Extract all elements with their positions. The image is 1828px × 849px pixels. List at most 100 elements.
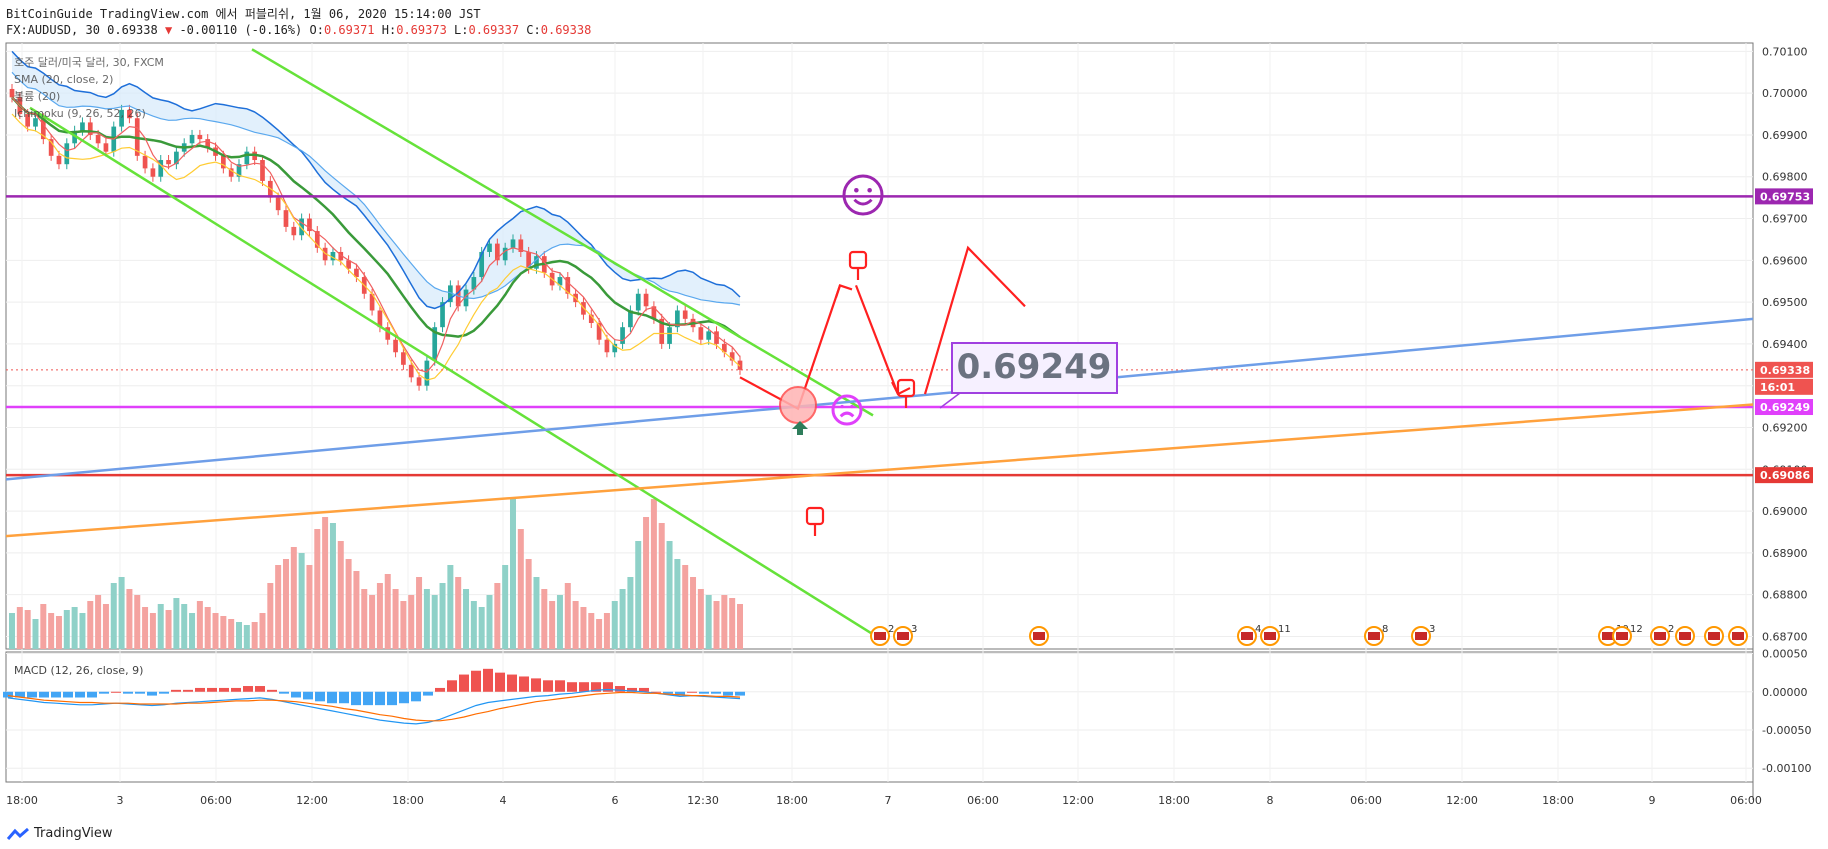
- candle-body: [502, 247, 508, 261]
- candle-body: [9, 88, 15, 98]
- event-count-label: 8: [1382, 624, 1388, 635]
- time-tick-label: 3: [117, 794, 124, 807]
- time-tick-label: 7: [885, 794, 892, 807]
- macd-histogram-bar: [363, 691, 373, 706]
- grid: [6, 43, 1753, 782]
- volume-bar: [24, 610, 31, 649]
- macd-histogram-bar: [603, 682, 613, 692]
- volume-bar: [650, 499, 657, 649]
- volume-bar: [596, 619, 603, 649]
- volume-bar: [658, 523, 665, 649]
- event-badges[interactable]: 234118310122: [870, 624, 1748, 646]
- legend-sma: SMA (20, close, 2): [14, 73, 113, 86]
- time-tick-label: 06:00: [1350, 794, 1382, 807]
- macd-histogram-bar: [195, 687, 205, 692]
- volume-bar: [337, 541, 344, 649]
- time-tick-label: 06:00: [967, 794, 999, 807]
- candle-body: [628, 310, 633, 328]
- price-tick-label: 0.69900: [1762, 129, 1808, 142]
- change: -0.00110 (-0.16%): [179, 23, 303, 37]
- volume-bar: [282, 559, 289, 649]
- macd-histogram-bar: [507, 674, 517, 692]
- macd-histogram-bar: [663, 691, 673, 694]
- event-count-label: 3: [1429, 624, 1435, 635]
- candle-body: [25, 114, 31, 127]
- macd-tick-label: -0.00100: [1762, 762, 1811, 775]
- price-tick-label: 0.69500: [1762, 296, 1808, 309]
- macd-histogram-bar: [279, 691, 289, 694]
- candle-body: [64, 143, 70, 165]
- flag-icon: [1033, 632, 1045, 640]
- volume-bar: [165, 610, 172, 649]
- channel-upper-line: [251, 48, 874, 417]
- volume-bar: [713, 601, 720, 649]
- macd-histogram-bar: [531, 678, 541, 692]
- price-label-box: [1755, 467, 1813, 484]
- frowny-face-icon-eye: [840, 404, 844, 409]
- candle-body: [103, 143, 109, 152]
- close-label: C:: [526, 23, 541, 37]
- volume-bar: [541, 589, 548, 649]
- volume-bar: [243, 625, 250, 649]
- volume-bar: [157, 604, 164, 649]
- flag-icon: [1415, 632, 1427, 640]
- candle-body: [518, 239, 524, 252]
- candle-body: [127, 109, 132, 119]
- volume-bar: [400, 601, 407, 649]
- macd-histogram-bar: [375, 691, 385, 706]
- volume-bar: [181, 604, 188, 649]
- event-count-label: 4: [1255, 624, 1261, 635]
- macd-histogram-bar: [303, 691, 313, 700]
- volume-bar: [314, 529, 321, 649]
- macd-histogram-bar: [723, 691, 733, 696]
- macd-tick-label: 0.00050: [1762, 648, 1808, 661]
- candle-body: [197, 134, 203, 140]
- macd-histogram-bar: [171, 689, 181, 692]
- flag-icon: [1264, 632, 1276, 640]
- fast-line: [11, 96, 741, 373]
- flag-icon: [1241, 632, 1253, 640]
- volume-bars: [9, 499, 743, 649]
- macd-histogram-bar: [231, 687, 241, 692]
- macd-histogram-bar: [39, 691, 49, 698]
- candle-body: [424, 360, 430, 386]
- candle-body: [228, 168, 234, 177]
- footer-brand[interactable]: TradingView: [6, 826, 113, 841]
- candle-body: [440, 302, 445, 328]
- price-chart[interactable]: 0.70100 0.70000 0.69900 0.69800 0.69700 0.696…: [0, 0, 1828, 820]
- macd-histogram-bar: [579, 682, 589, 692]
- volume-bar: [79, 613, 86, 649]
- cloud-fill: [12, 51, 740, 309]
- macd-histogram-bar: [447, 680, 457, 692]
- candle-body: [40, 118, 46, 140]
- macd-histogram-bar: [567, 682, 577, 692]
- macd-histogram-bar: [591, 682, 601, 692]
- candle-body: [714, 331, 719, 344]
- volume-bar: [134, 595, 141, 649]
- open-value: 0.69371: [323, 23, 375, 37]
- candle-body: [377, 310, 383, 328]
- price-callout[interactable]: 0.69249: [939, 342, 1118, 409]
- frowny-face-icon-eye: [850, 404, 854, 409]
- macd-histogram-bar: [459, 674, 469, 692]
- volume-bar: [627, 577, 634, 649]
- macd-histogram-bar: [219, 687, 229, 692]
- candle-body: [432, 327, 438, 361]
- candle-body: [604, 339, 610, 353]
- price-tick-label: 0.69600: [1762, 254, 1808, 267]
- volume-bar: [71, 607, 78, 649]
- price-label-text: 0.69086: [1760, 469, 1810, 482]
- candle-body: [643, 293, 649, 307]
- time-tick-label: 06:00: [1730, 794, 1762, 807]
- price-tick-label: 0.69400: [1762, 338, 1808, 351]
- candle-body: [620, 327, 625, 344]
- volume-bar: [729, 598, 736, 649]
- candle-body: [244, 151, 250, 165]
- orange-trend-line: [5, 403, 1754, 538]
- candle-body: [471, 277, 477, 290]
- macd-histogram-bar: [267, 689, 277, 692]
- volume-bar: [126, 589, 133, 649]
- candle-body: [416, 377, 422, 386]
- price-axis: 0.70100 0.70000 0.69900 0.69800 0.69700 0.696…: [1762, 45, 1808, 643]
- price-labels: 0.69753 0.69338 16:01 0.69249 0.69086: [1755, 188, 1813, 484]
